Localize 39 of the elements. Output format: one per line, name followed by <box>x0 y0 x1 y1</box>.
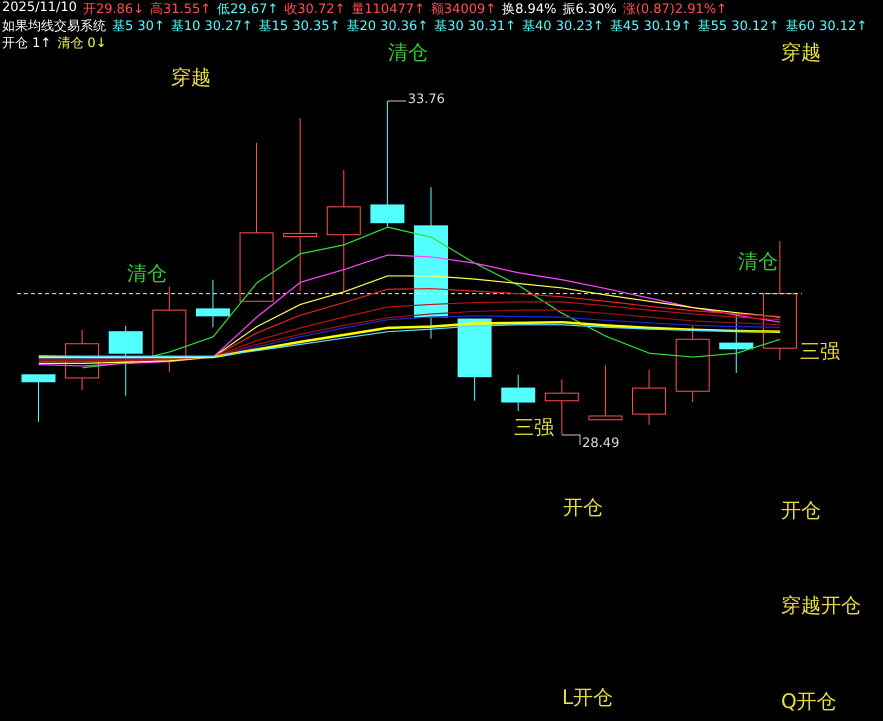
text: 量110477↑ <box>351 1 425 18</box>
candlestick <box>196 279 230 328</box>
text: 穿越 <box>781 39 821 66</box>
text: 基60 30.12↑ <box>785 18 868 35</box>
annotation: 清仓 <box>127 260 167 287</box>
annotation: 三强 <box>514 414 554 441</box>
text: 基20 30.36↑ <box>346 18 428 35</box>
text: 开仓 <box>781 497 821 524</box>
text: 28.49 <box>582 436 620 451</box>
text: 穿越开仓 <box>781 592 861 619</box>
text: 2025/11/10 <box>2 0 77 17</box>
text: 如果均线交易系统 <box>2 18 106 35</box>
text: 基45 30.19↑ <box>610 18 692 35</box>
text: 涨(0.87)2.91%↑ <box>622 1 728 18</box>
text: L开仓 <box>562 684 614 711</box>
text: 高31.55↑ <box>150 1 212 18</box>
text: 换8.94% <box>502 1 556 18</box>
annotation: 清仓 <box>738 248 778 275</box>
text: 清仓 0↓ <box>57 35 107 52</box>
text: 基55 30.12↑ <box>698 18 780 35</box>
text: 开29.86↓ <box>82 1 144 18</box>
text: 开仓 1↑ <box>2 35 52 52</box>
text: 开仓 <box>563 494 603 521</box>
text: 基40 30.23↑ <box>522 18 604 35</box>
text: 收30.72↑ <box>284 1 346 18</box>
annotation: 三强 <box>800 338 840 365</box>
text: 基5 30↑ <box>112 18 165 35</box>
candlestick <box>283 118 318 292</box>
annotation: 33.76 <box>408 92 445 107</box>
text: 基10 30.27↑ <box>170 18 253 35</box>
text: 清仓 <box>388 39 428 66</box>
candlestick <box>588 364 622 420</box>
text: 额34009↑ <box>430 1 496 18</box>
text: 基15 30.35↑ <box>258 18 340 35</box>
text: Q开仓 <box>781 688 837 715</box>
text: 穿越 <box>171 64 211 91</box>
text: 低29.67↑ <box>217 1 278 18</box>
text: 基30 30.31↑ <box>434 18 516 35</box>
text: 振6.30% <box>562 1 617 18</box>
